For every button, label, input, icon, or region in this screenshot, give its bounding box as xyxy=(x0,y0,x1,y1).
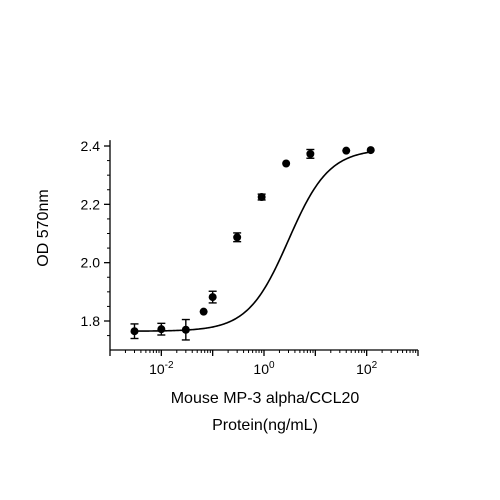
x-tick-label: 100 xyxy=(253,360,275,377)
y-axis-title: OD 570nm xyxy=(35,189,52,266)
x-axis-title-line1: Mouse MP-3 alpha/CCL20 xyxy=(171,390,360,407)
data-point xyxy=(233,233,242,242)
fit-curve xyxy=(134,151,371,332)
data-point xyxy=(366,146,375,155)
y-tick-label: 2.4 xyxy=(81,138,101,154)
data-point xyxy=(306,149,315,158)
axes: 1.8 2.0 2.2 2.4 10-2 100 102 xyxy=(81,138,419,377)
data-point xyxy=(157,325,166,334)
data-point xyxy=(208,293,217,302)
y-tick-label: 2.0 xyxy=(81,255,101,271)
data-point xyxy=(282,159,291,168)
data-point xyxy=(342,146,351,155)
y-tick-label: 1.8 xyxy=(81,313,101,329)
data-point xyxy=(199,307,208,316)
x-axis-title-line2: Protein(ng/mL) xyxy=(212,417,318,434)
fit-curve-layer xyxy=(134,151,371,332)
data-points-layer xyxy=(130,146,375,341)
y-tick-label: 2.2 xyxy=(81,196,101,212)
data-point xyxy=(130,327,139,336)
x-tick-label: 10-2 xyxy=(149,360,174,377)
data-point xyxy=(257,193,266,202)
x-tick-label: 102 xyxy=(356,360,378,377)
data-point xyxy=(181,325,190,334)
